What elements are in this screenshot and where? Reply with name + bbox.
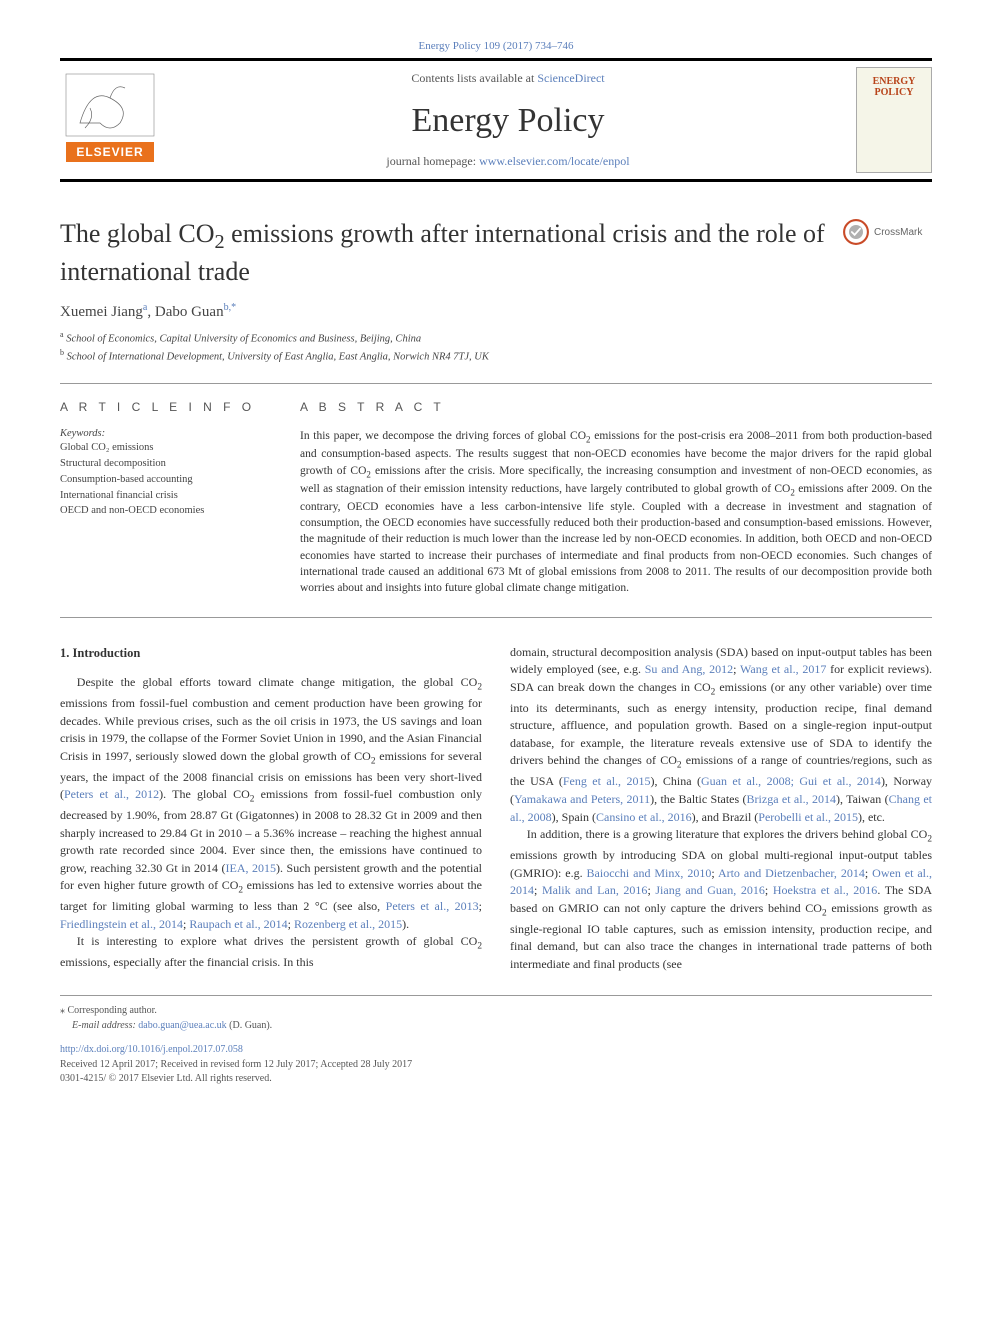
- dates-line: Received 12 April 2017; Received in revi…: [60, 1058, 932, 1073]
- abstract-column: A B S T R A C T In this paper, we decomp…: [300, 400, 932, 596]
- homepage-link[interactable]: www.elsevier.com/locate/enpol: [479, 154, 630, 168]
- body-column-left: 1. Introduction Despite the global effor…: [60, 644, 482, 973]
- authors: Xuemei Jianga, Dabo Guanb,*: [60, 302, 932, 321]
- doi-link[interactable]: http://dx.doi.org/10.1016/j.enpol.2017.0…: [60, 1044, 243, 1055]
- contents-line: Contents lists available at ScienceDirec…: [160, 71, 856, 86]
- body-paragraph: Despite the global efforts toward climat…: [60, 674, 482, 972]
- journal-header: ELSEVIER Contents lists available at Sci…: [60, 58, 932, 182]
- page: Energy Policy 109 (2017) 734–746 ELSEVIE…: [0, 0, 992, 1127]
- affiliations: a School of Economics, Capital Universit…: [60, 329, 932, 365]
- keyword: Global CO₂ emissions: [60, 440, 270, 456]
- journal-reference-link[interactable]: Energy Policy 109 (2017) 734–746: [418, 40, 573, 52]
- journal-cover-thumbnail: ENERGY POLICY: [856, 67, 932, 173]
- journal-name: Energy Policy: [160, 102, 856, 140]
- header-center: Contents lists available at ScienceDirec…: [160, 71, 856, 169]
- copyright-line: 0301-4215/ © 2017 Elsevier Ltd. All righ…: [60, 1072, 932, 1087]
- article-info-label: A R T I C L E I N F O: [60, 400, 270, 414]
- body-paragraph: It is interesting to explore what drives…: [60, 933, 482, 972]
- crossmark-icon: [842, 218, 870, 246]
- abstract-label: A B S T R A C T: [300, 400, 932, 414]
- body-column-right: domain, structural decomposition analysi…: [510, 644, 932, 973]
- corresponding-email-link[interactable]: dabo.guan@uea.ac.uk: [138, 1020, 226, 1031]
- corresponding-author: ⁎ Corresponding author.: [60, 1004, 932, 1019]
- svg-text:ELSEVIER: ELSEVIER: [76, 145, 143, 159]
- keywords-label: Keywords:: [60, 428, 270, 439]
- contents-prefix: Contents lists available at: [411, 71, 537, 85]
- info-abstract-row: A R T I C L E I N F O Keywords: Global C…: [60, 383, 932, 617]
- homepage-prefix: journal homepage:: [386, 154, 479, 168]
- email-line: E-mail address: dabo.guan@uea.ac.uk (D. …: [60, 1019, 932, 1034]
- crossmark-label: CrossMark: [874, 227, 922, 238]
- sciencedirect-link[interactable]: ScienceDirect: [537, 71, 604, 85]
- keyword: OECD and non-OECD economies: [60, 503, 270, 519]
- body-paragraph: In addition, there is a growing literatu…: [510, 826, 932, 973]
- article-info-column: A R T I C L E I N F O Keywords: Global C…: [60, 400, 270, 596]
- body-paragraph: domain, structural decomposition analysi…: [510, 644, 932, 973]
- body-columns: 1. Introduction Despite the global effor…: [60, 644, 932, 973]
- doi-line: http://dx.doi.org/10.1016/j.enpol.2017.0…: [60, 1043, 932, 1058]
- article-title: The global CO2 emissions growth after in…: [60, 218, 830, 288]
- keyword: Structural decomposition: [60, 456, 270, 472]
- cover-title: ENERGY POLICY: [857, 76, 931, 98]
- journal-reference: Energy Policy 109 (2017) 734–746: [60, 40, 932, 52]
- footer-block: ⁎ Corresponding author. E-mail address: …: [60, 995, 932, 1087]
- abstract-text: In this paper, we decompose the driving …: [300, 428, 932, 596]
- keywords-list: Global CO₂ emissions Structural decompos…: [60, 440, 270, 519]
- affiliation: a School of Economics, Capital Universit…: [60, 329, 932, 347]
- crossmark-badge[interactable]: CrossMark: [842, 218, 932, 246]
- title-row: The global CO2 emissions growth after in…: [60, 218, 932, 302]
- homepage-line: journal homepage: www.elsevier.com/locat…: [160, 154, 856, 169]
- keyword: International financial crisis: [60, 488, 270, 504]
- elsevier-logo: ELSEVIER: [60, 68, 160, 173]
- section-heading: 1. Introduction: [60, 644, 482, 662]
- affiliation: b School of International Development, U…: [60, 347, 932, 365]
- keyword: Consumption-based accounting: [60, 472, 270, 488]
